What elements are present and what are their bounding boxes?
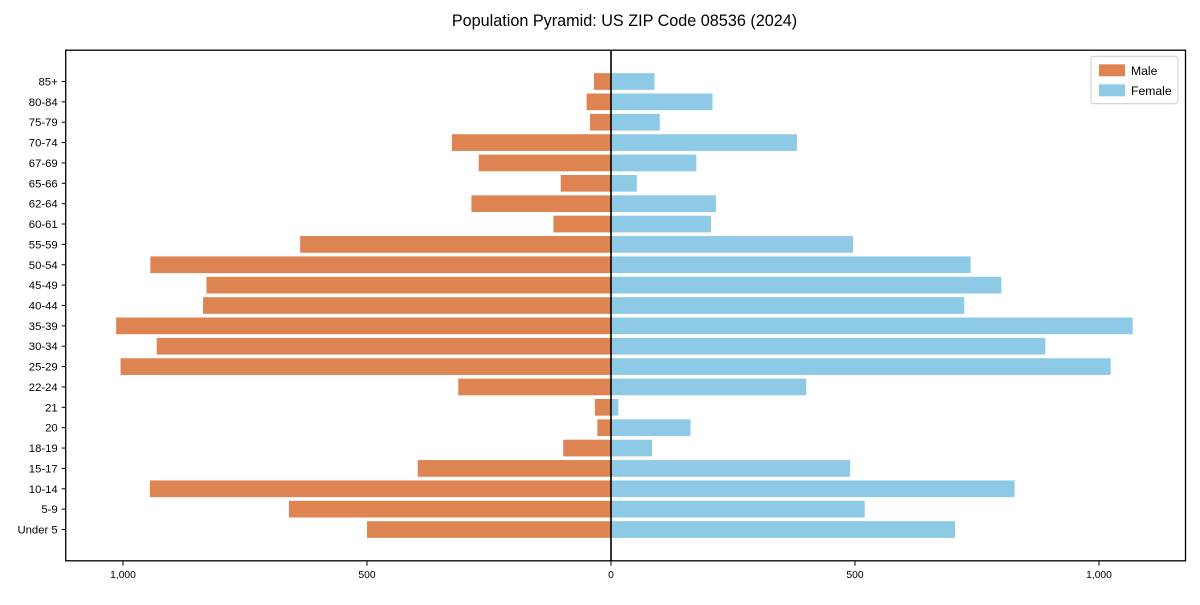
svg-text:1,000: 1,000: [110, 570, 136, 581]
svg-text:30-34: 30-34: [29, 341, 58, 353]
svg-text:45-49: 45-49: [29, 280, 58, 292]
svg-text:80-84: 80-84: [29, 97, 58, 109]
svg-text:75-79: 75-79: [29, 117, 58, 129]
svg-text:Female: Female: [1131, 84, 1172, 98]
svg-text:Population Pyramid: US ZIP Cod: Population Pyramid: US ZIP Code 08536 (2…: [452, 12, 797, 30]
svg-text:60-61: 60-61: [29, 219, 58, 231]
svg-text:70-74: 70-74: [29, 138, 58, 150]
svg-text:50-54: 50-54: [29, 260, 58, 272]
svg-text:5-9: 5-9: [41, 504, 57, 516]
svg-text:40-44: 40-44: [29, 301, 58, 313]
svg-text:500: 500: [846, 570, 863, 581]
svg-text:15-17: 15-17: [29, 463, 58, 475]
svg-text:21: 21: [45, 402, 58, 414]
svg-text:25-29: 25-29: [29, 362, 58, 374]
svg-text:35-39: 35-39: [29, 321, 58, 333]
svg-text:10-14: 10-14: [29, 484, 58, 496]
svg-text:500: 500: [358, 570, 375, 581]
svg-text:1,000: 1,000: [1086, 570, 1112, 581]
svg-text:Under 5: Under 5: [17, 525, 57, 537]
svg-text:22-24: 22-24: [29, 382, 58, 394]
svg-text:0: 0: [608, 570, 614, 581]
svg-text:67-69: 67-69: [29, 158, 58, 170]
svg-text:20: 20: [45, 423, 58, 435]
svg-text:18-19: 18-19: [29, 443, 58, 455]
svg-text:85+: 85+: [39, 76, 59, 88]
svg-text:55-59: 55-59: [29, 239, 58, 251]
svg-text:Male: Male: [1131, 64, 1158, 78]
svg-text:62-64: 62-64: [29, 199, 58, 211]
svg-text:65-66: 65-66: [29, 178, 58, 190]
